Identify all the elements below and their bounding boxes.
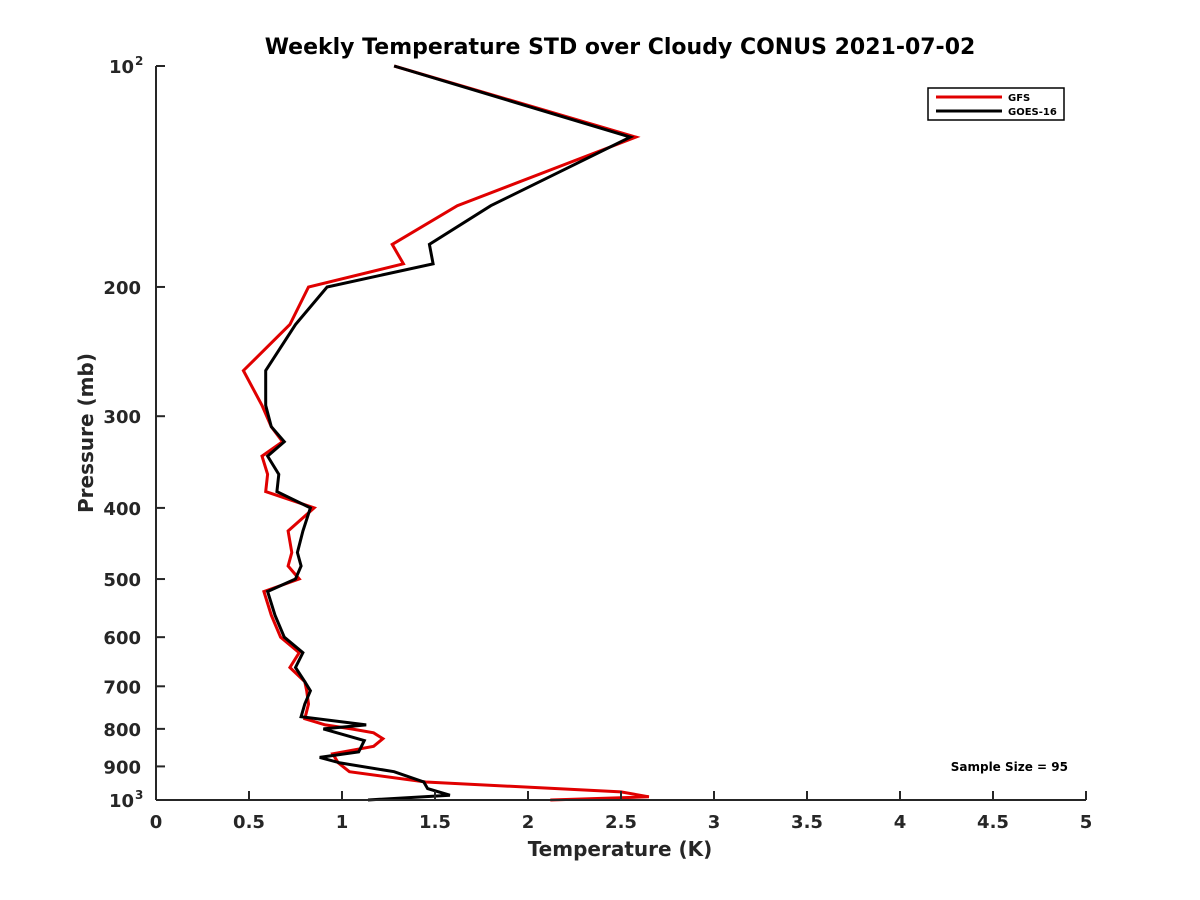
chart-title: Weekly Temperature STD over Cloudy CONUS…: [265, 35, 976, 60]
y-tick-exponent: 2: [135, 54, 143, 68]
x-axis-ticks: 0 0.5 1 1.5 2 2.5 3 3.5 4 4.5 5: [150, 791, 1093, 833]
series-line-gfs: [241, 64, 650, 802]
x-tick-label: 3: [708, 812, 721, 833]
series-line-goes-16: [264, 64, 635, 802]
legend-entry-label: GOES-16: [1008, 107, 1057, 118]
y-tick-label: 700: [103, 677, 141, 698]
plot-area: 0 0.5 1 1.5 2 2.5 3 3.5 4 4.5 5 10 2200300400500600…: [103, 54, 1092, 833]
y-tick-exponent: 3: [135, 788, 143, 802]
legend-entry-label: GFS: [1008, 93, 1030, 104]
x-tick-label: 3.5: [791, 812, 823, 833]
y-tick-label: 900: [103, 757, 141, 778]
y-tick-label: 500: [103, 570, 141, 591]
y-tick-label: 10: [109, 57, 134, 78]
y-tick-label: 10: [109, 791, 134, 812]
y-tick-label: 300: [103, 407, 141, 428]
y-tick-label: 600: [103, 628, 141, 649]
y-tick-label: 200: [103, 278, 141, 299]
series-layer: [241, 64, 650, 802]
x-tick-label: 0.5: [233, 812, 265, 833]
y-tick-label: 800: [103, 720, 141, 741]
legend: GFS GOES-16: [927, 87, 1065, 121]
x-tick-label: 4.5: [977, 812, 1009, 833]
x-tick-label: 5: [1080, 812, 1093, 833]
x-tick-label: 2.5: [605, 812, 637, 833]
y-axis-label: Pressure (mb): [74, 353, 98, 513]
x-tick-label: 1: [336, 812, 349, 833]
legend-box: [927, 87, 1065, 121]
x-axis-label: Temperature (K): [528, 837, 713, 861]
x-tick-label: 1.5: [419, 812, 451, 833]
x-tick-label: 2: [522, 812, 535, 833]
x-tick-label: 0: [150, 812, 163, 833]
y-tick-label: 400: [103, 499, 141, 520]
sample-size-annotation: Sample Size = 95: [951, 760, 1068, 774]
x-tick-label: 4: [894, 812, 907, 833]
